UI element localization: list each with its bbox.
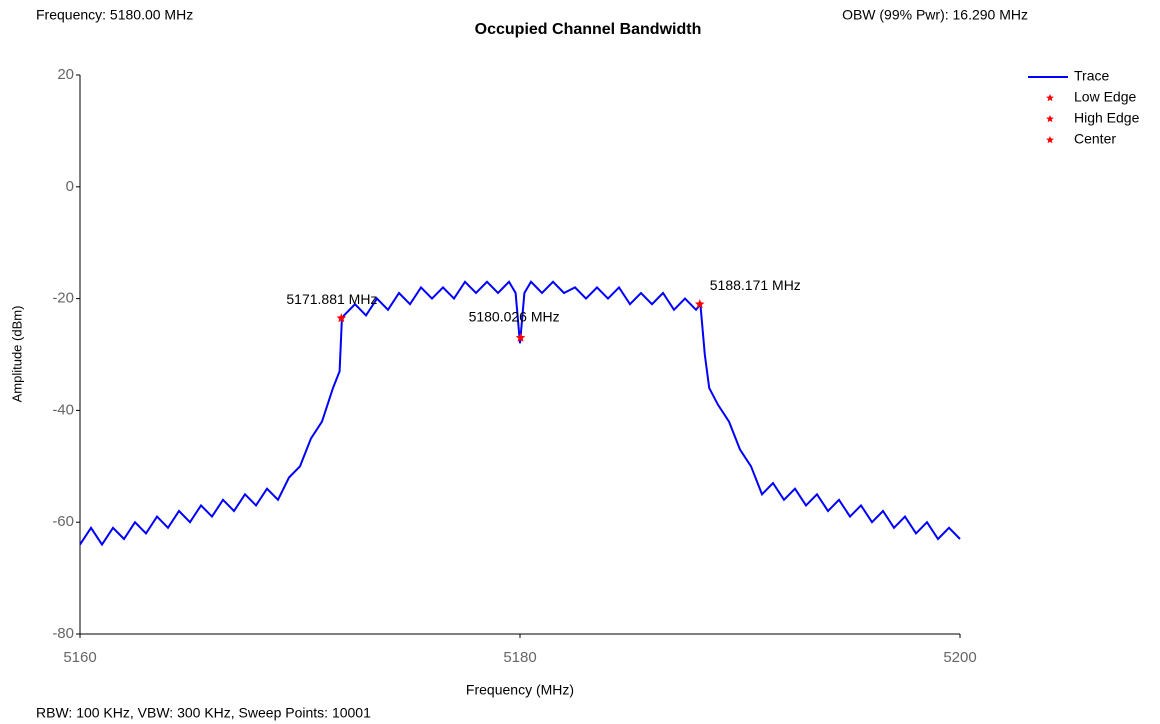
y-axis-label: Amplitude (dBm) — [9, 306, 24, 403]
y-tick-label: -60 — [52, 513, 74, 530]
footer-info: RBW: 100 KHz, VBW: 300 KHz, Sweep Points… — [36, 705, 371, 721]
y-tick-label: 20 — [57, 66, 74, 83]
top-right-info: OBW (99% Pwr): 16.290 MHz — [842, 7, 1028, 23]
marker-label: 5171.881 MHz — [286, 291, 377, 307]
legend-marker — [1046, 136, 1054, 144]
x-tick-label: 5200 — [943, 649, 976, 666]
legend-label: Center — [1074, 131, 1116, 147]
marker-label: 5188.171 MHz — [710, 277, 801, 293]
legend-label: High Edge — [1074, 110, 1140, 126]
legend-label: Trace — [1074, 68, 1109, 84]
y-tick-label: -20 — [52, 290, 74, 307]
x-tick-label: 5160 — [63, 649, 96, 666]
trace-line — [79, 280, 961, 547]
marker — [336, 313, 347, 323]
legend-marker — [1046, 115, 1054, 123]
y-tick-label: 0 — [66, 178, 74, 195]
marker — [515, 332, 526, 342]
y-tick-label: -80 — [52, 625, 74, 642]
chart-title: Occupied Channel Bandwidth — [475, 21, 702, 38]
legend-marker — [1046, 94, 1054, 102]
y-tick-label: -40 — [52, 401, 74, 418]
marker — [695, 299, 705, 309]
x-tick-label: 5180 — [503, 649, 536, 666]
x-axis-label: Frequency (MHz) — [466, 682, 574, 698]
marker-label: 5180.026 MHz — [469, 308, 560, 324]
top-left-info: Frequency: 5180.00 MHz — [36, 7, 193, 23]
legend-label: Low Edge — [1074, 89, 1136, 105]
